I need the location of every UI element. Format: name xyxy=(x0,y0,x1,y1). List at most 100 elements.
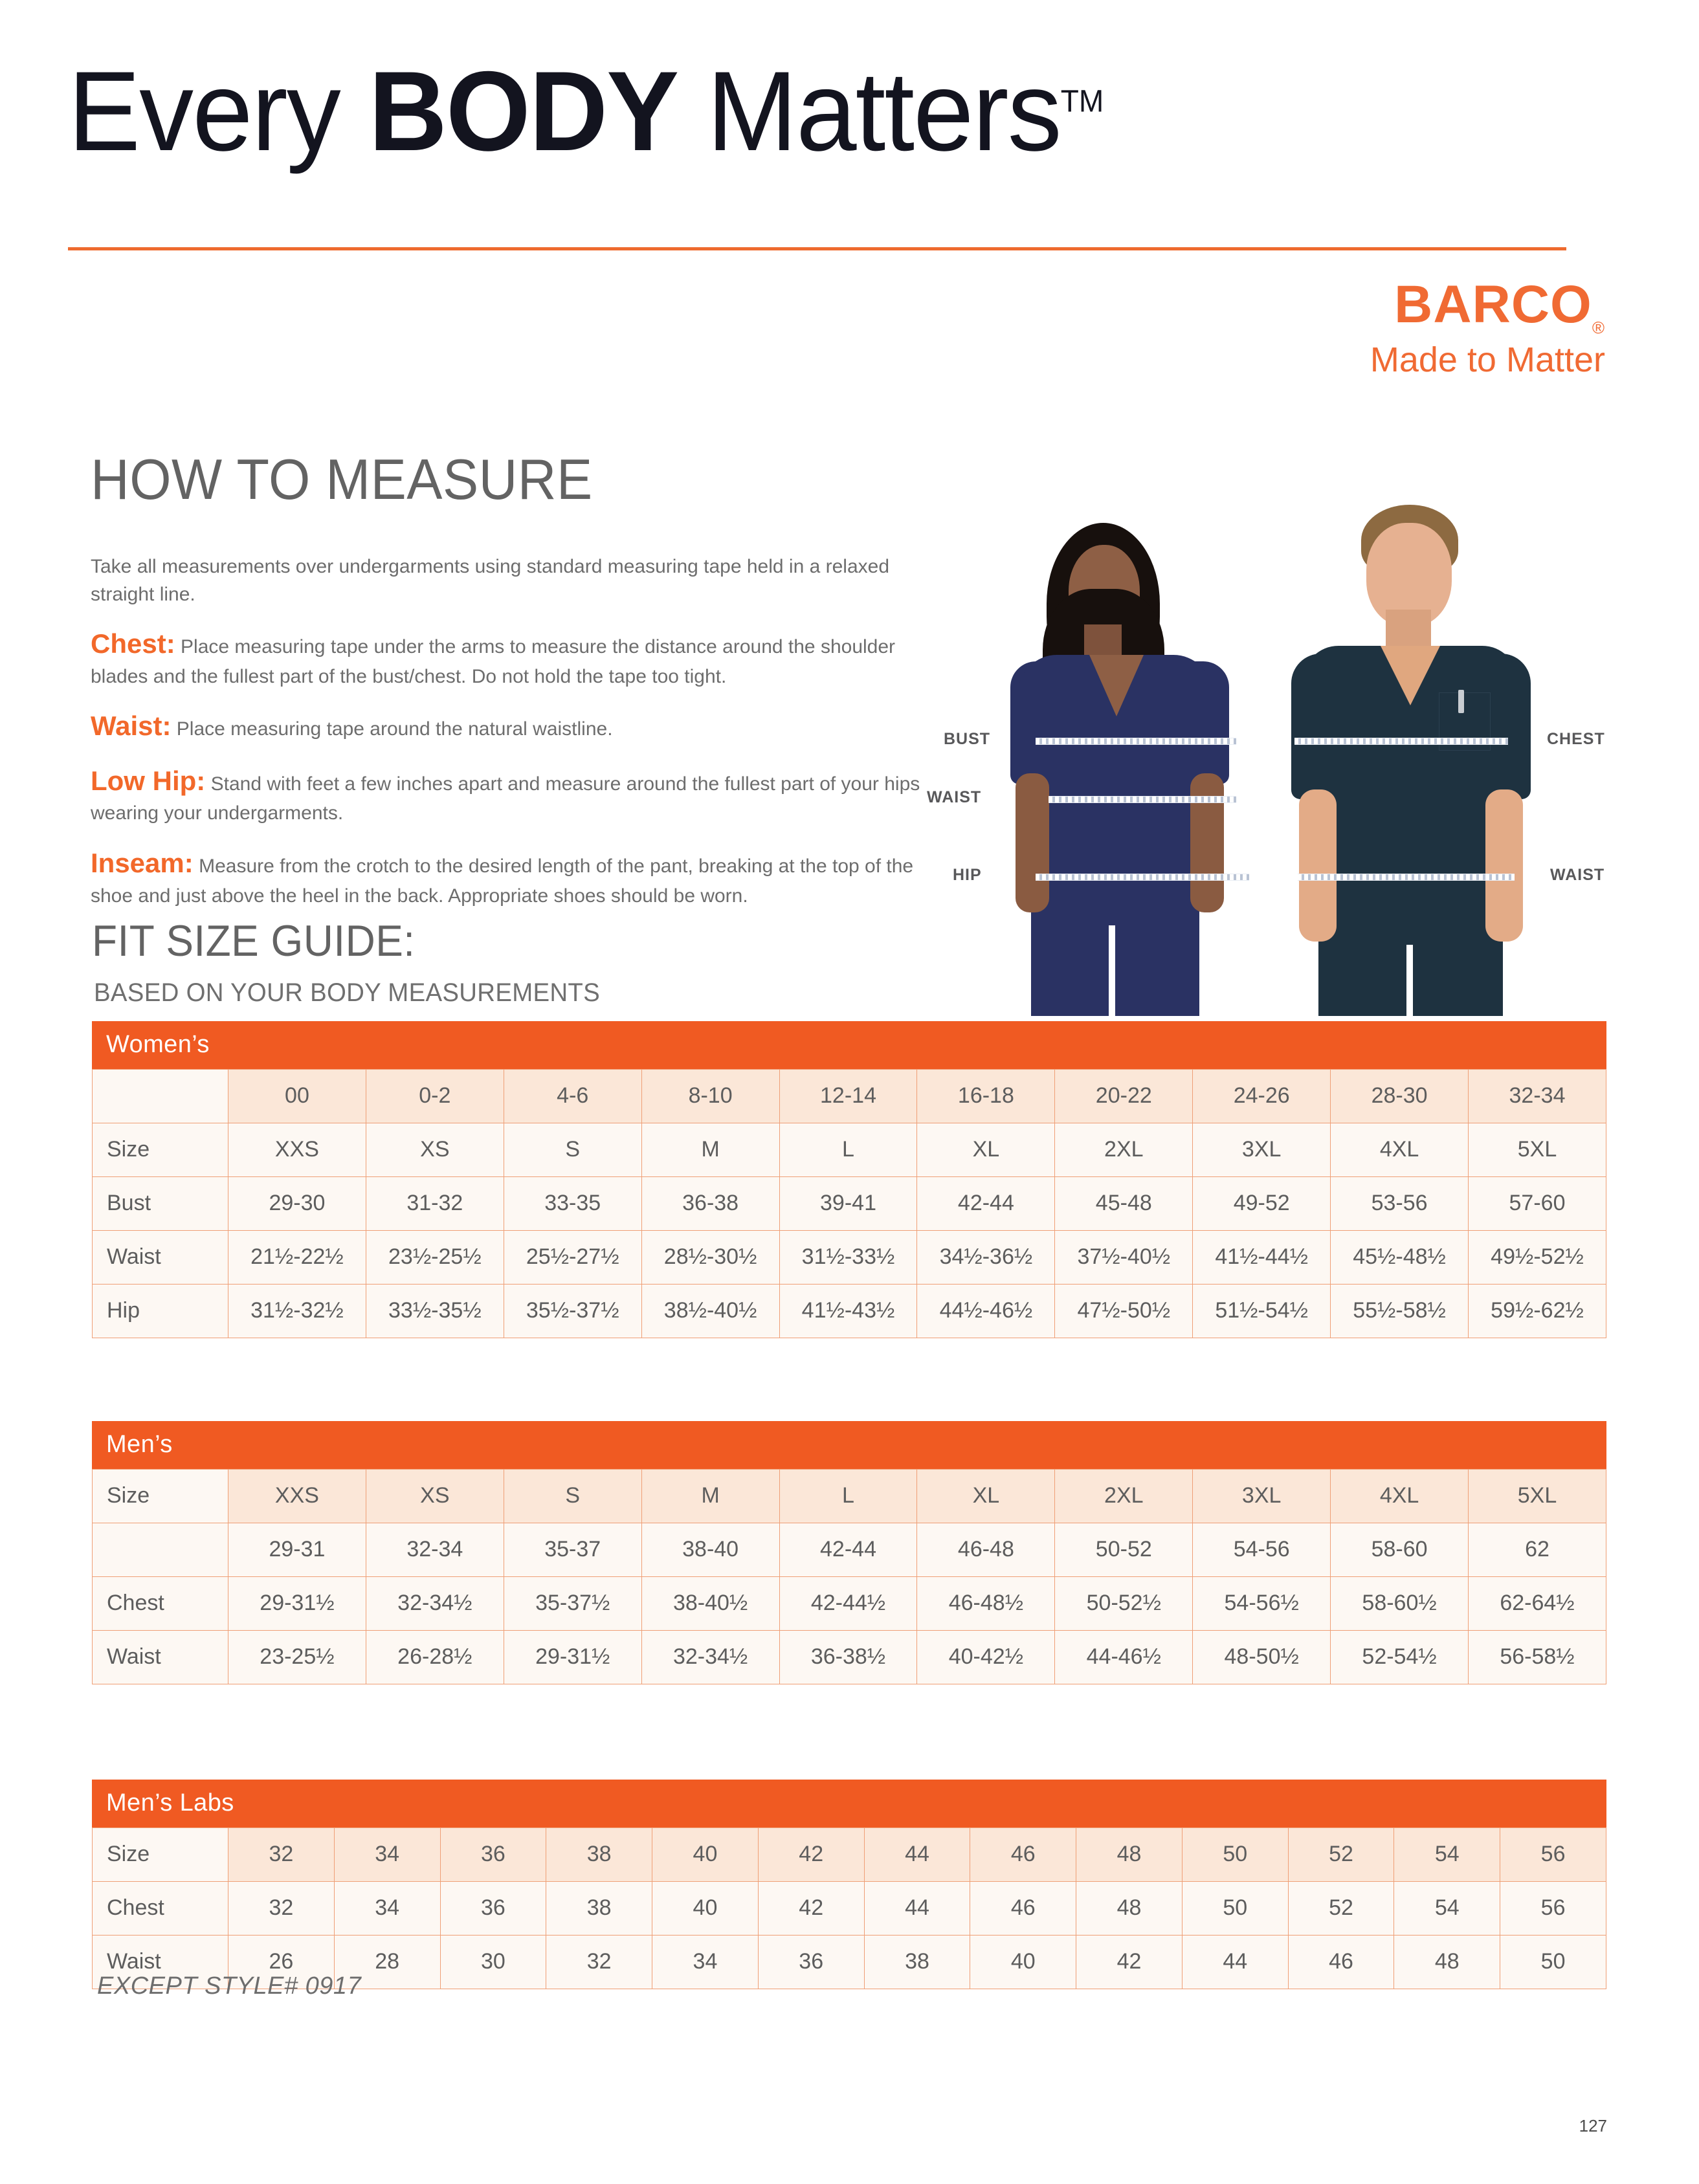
table-cell: 42-44 xyxy=(916,1176,1056,1231)
table-cell: 41½-43½ xyxy=(779,1283,918,1338)
table-cell: 50-52 xyxy=(1054,1522,1194,1577)
table-row: 29-31 32-34 35-37 38-40 42-44 46-48 50-52 54-56… xyxy=(92,1522,1606,1577)
table-cell: 36-38½ xyxy=(779,1629,918,1684)
table-cell: 34 xyxy=(333,1827,441,1882)
brand-name: BARCO® xyxy=(1370,278,1605,336)
table-cell: 54-56½ xyxy=(1192,1576,1331,1631)
how-to-measure-intro: Take all measurements over undergarments… xyxy=(91,556,890,605)
table-cell: 58-60 xyxy=(1330,1522,1469,1577)
row-label: Size xyxy=(92,1827,228,1882)
left-arm xyxy=(1016,773,1049,912)
table-cell: 56 xyxy=(1500,1827,1606,1882)
table-cell: 54 xyxy=(1394,1827,1501,1882)
table-cell: 38-40 xyxy=(641,1522,780,1577)
table-cell: 38 xyxy=(546,1827,653,1882)
table-cell: 26-28½ xyxy=(365,1629,504,1684)
measure-term-low-hip: Low Hip: xyxy=(91,765,206,796)
table-cell: 50 xyxy=(1181,1827,1289,1882)
table-row: 00 0-2 4-6 8-10 12-14 16-18 20-22 24-26 28-30 32-… xyxy=(92,1068,1606,1123)
table-cell: 44½-46½ xyxy=(916,1283,1056,1338)
v-neckline xyxy=(1381,646,1440,705)
table-cell: 36-38 xyxy=(641,1176,780,1231)
table-cell: 24-26 xyxy=(1192,1068,1331,1123)
table-row: Chest 32 34 36 38 40 42 44 46 48 50 52 54 56 xyxy=(92,1881,1606,1936)
pen-icon xyxy=(1458,690,1464,713)
table-cell: 28½-30½ xyxy=(641,1230,780,1285)
table-cell: 59½-62½ xyxy=(1468,1283,1606,1338)
womens-size-table: Women’s 00 0-2 4-6 8-10 12-14 16-18 20-22 24-26… xyxy=(92,1021,1606,1338)
table-cell: 32-34½ xyxy=(365,1576,504,1631)
table-cell: 36 xyxy=(439,1827,547,1882)
table-cell: S xyxy=(503,1468,642,1523)
table-cell: 33½-35½ xyxy=(365,1283,504,1338)
table-cell: 4-6 xyxy=(503,1068,642,1123)
row-label: Bust xyxy=(92,1176,228,1231)
table-cell: 56 xyxy=(1500,1881,1606,1936)
measure-text-inseam: Measure from the crotch to the desired l… xyxy=(91,855,914,907)
registered-icon: ® xyxy=(1592,318,1605,338)
table-row: Hip 31½-32½ 33½-35½ 35½-37½ 38½-40½ 41½-43½ 44… xyxy=(92,1283,1606,1338)
table-cell: M xyxy=(641,1468,780,1523)
row-label: Chest xyxy=(92,1576,228,1631)
row-label: Hip xyxy=(92,1283,228,1338)
table-cell: 29-30 xyxy=(228,1176,366,1231)
right-arm xyxy=(1190,773,1224,912)
table-cell: 40 xyxy=(652,1881,759,1936)
measure-text-low-hip: Stand with feet a few inches apart and m… xyxy=(91,773,920,824)
measure-term-waist: Waist: xyxy=(91,711,172,742)
waist-measure-line-female xyxy=(1049,796,1236,803)
table-cell: 32 xyxy=(228,1827,335,1882)
table-cell: XL xyxy=(916,1122,1056,1177)
table-cell: 42-44½ xyxy=(779,1576,918,1631)
table-cell: 32 xyxy=(546,1934,653,1989)
table-cell: 44-46½ xyxy=(1054,1629,1194,1684)
female-model-illustration xyxy=(1010,511,1229,1016)
table-cell: 38 xyxy=(863,1934,971,1989)
table-row: Size 32 34 36 38 40 42 44 46 48 50 52 54 56 xyxy=(92,1827,1606,1882)
table-cell: 28 xyxy=(333,1934,441,1989)
mens-table: Size XXS XS S M L XL 2XL 3XL 4XL 5XL 29-31 32-34 35-3… xyxy=(92,1468,1606,1684)
table-cell: 40 xyxy=(652,1827,759,1882)
row-label xyxy=(92,1068,228,1123)
table-cell: 42-44 xyxy=(779,1522,918,1577)
model-photos xyxy=(961,498,1628,1016)
table-cell: 12-14 xyxy=(779,1068,918,1123)
table-cell: L xyxy=(779,1468,918,1523)
table-cell: 30 xyxy=(439,1934,547,1989)
table-cell: XXS xyxy=(228,1468,366,1523)
table-cell: 48-50½ xyxy=(1192,1629,1331,1684)
waist-measure-line-male xyxy=(1298,874,1515,881)
table-cell: 20-22 xyxy=(1054,1068,1194,1123)
table-cell: 36 xyxy=(757,1934,865,1989)
table-row: Waist 26 28 30 32 34 36 38 40 42 44 46 48 50 xyxy=(92,1934,1606,1989)
table-cell: 45-48 xyxy=(1054,1176,1194,1231)
table-cell: 31-32 xyxy=(365,1176,504,1231)
table-cell: 54 xyxy=(1394,1881,1501,1936)
womens-table: 00 0-2 4-6 8-10 12-14 16-18 20-22 24-26 28-30 32-… xyxy=(92,1068,1606,1338)
table-cell: 53-56 xyxy=(1330,1176,1469,1231)
table-cell: 4XL xyxy=(1330,1468,1469,1523)
table-cell: 50-52½ xyxy=(1054,1576,1194,1631)
chest-pocket xyxy=(1439,692,1491,751)
mens-table-title: Men’s xyxy=(92,1421,1606,1469)
measure-definitions: Chest: Place measuring tape under the ar… xyxy=(91,624,926,926)
table-cell: 2XL xyxy=(1054,1468,1194,1523)
table-cell: 3XL xyxy=(1192,1468,1331,1523)
table-cell: 39-41 xyxy=(779,1176,918,1231)
table-cell: 46-48 xyxy=(916,1522,1056,1577)
v-neckline xyxy=(1089,655,1144,716)
table-cell: 62 xyxy=(1468,1522,1606,1577)
table-cell: 47½-50½ xyxy=(1054,1283,1194,1338)
table-cell: 52-54½ xyxy=(1330,1629,1469,1684)
masthead-word-matters: Matters xyxy=(678,49,1062,175)
table-row: Chest 29-31½ 32-34½ 35-37½ 38-40½ 42-44½ 46-48… xyxy=(92,1576,1606,1631)
table-cell: XXS xyxy=(228,1122,366,1177)
table-cell: 51½-54½ xyxy=(1192,1283,1331,1338)
table-row: Bust 29-30 31-32 33-35 36-38 39-41 42-44 45-48 4… xyxy=(92,1176,1606,1231)
brand-tagline: Made to Matter xyxy=(1370,340,1605,380)
fit-size-guide-heading: FIT SIZE GUIDE: xyxy=(92,916,416,965)
table-cell: 35½-37½ xyxy=(503,1283,642,1338)
table-cell: 31½-33½ xyxy=(779,1230,918,1285)
measure-item-waist: Waist: Place measuring tape around the n… xyxy=(91,707,926,745)
